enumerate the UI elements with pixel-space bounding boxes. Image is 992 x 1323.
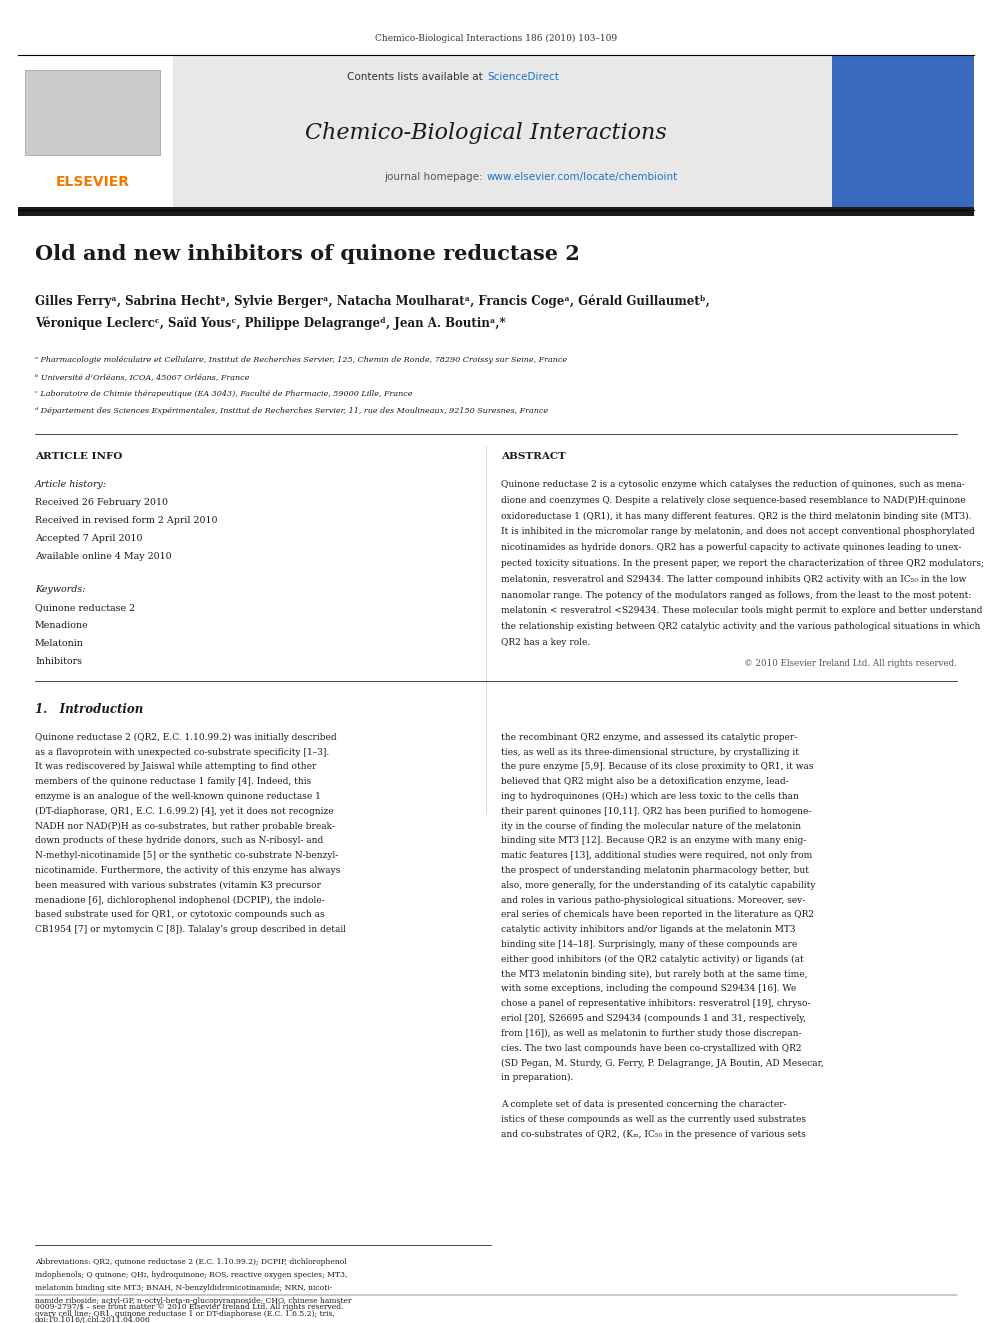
Text: ARTICLE INFO: ARTICLE INFO bbox=[35, 452, 122, 460]
Text: Chemico-Biological Interactions 186 (2010) 103–109: Chemico-Biological Interactions 186 (201… bbox=[375, 33, 617, 42]
Text: the MT3 melatonin binding site), but rarely both at the same time,: the MT3 melatonin binding site), but rar… bbox=[501, 970, 807, 979]
Text: the pure enzyme [5,9]. Because of its close proximity to QR1, it was: the pure enzyme [5,9]. Because of its cl… bbox=[501, 762, 813, 771]
Text: Received 26 February 2010: Received 26 February 2010 bbox=[35, 497, 168, 507]
Text: melatonin, resveratrol and S29434. The latter compound inhibits QR2 activity wit: melatonin, resveratrol and S29434. The l… bbox=[501, 574, 966, 583]
Text: ScienceDirect: ScienceDirect bbox=[487, 71, 558, 82]
Text: ᵇ Université d’Orléans, ICOA, 45067 Orléans, France: ᵇ Université d’Orléans, ICOA, 45067 Orlé… bbox=[35, 373, 249, 381]
Bar bbox=[18, 206, 974, 216]
Text: (SD Pegan, M. Sturdy, G. Ferry, P. Delagrange, JA Boutin, AD Mesecar,: (SD Pegan, M. Sturdy, G. Ferry, P. Delag… bbox=[501, 1058, 824, 1068]
Text: namide riboside; actyl-GP, n-octyl-beta-n-glucopyrannoside; CHO, chinese hamster: namide riboside; actyl-GP, n-octyl-beta-… bbox=[35, 1297, 351, 1304]
Bar bbox=[18, 56, 974, 210]
Text: ing to hydroquinones (QH₂) which are less toxic to the cells than: ing to hydroquinones (QH₂) which are les… bbox=[501, 792, 799, 802]
Text: their parent quinones [10,11]. QR2 has been purified to homogene-: their parent quinones [10,11]. QR2 has b… bbox=[501, 807, 811, 816]
Text: Véronique Leclercᶜ, Saïd Yousᶜ, Philippe Delagrangeᵈ, Jean A. Boutinᵃ,*: Véronique Leclercᶜ, Saïd Yousᶜ, Philippe… bbox=[35, 316, 506, 329]
Text: QR2 has a key role.: QR2 has a key role. bbox=[501, 638, 590, 647]
Text: NADH nor NAD(P)H as co-substrates, but rather probable break-: NADH nor NAD(P)H as co-substrates, but r… bbox=[35, 822, 335, 831]
Text: (DT-diaphorase, QR1, E.C. 1.6.99.2) [4], yet it does not recognize: (DT-diaphorase, QR1, E.C. 1.6.99.2) [4],… bbox=[35, 807, 333, 816]
Text: Quinone reductase 2 (QR2, E.C. 1.10.99.2) was initially described: Quinone reductase 2 (QR2, E.C. 1.10.99.2… bbox=[35, 733, 336, 742]
Text: enzyme is an analogue of the well-known quinone reductase 1: enzyme is an analogue of the well-known … bbox=[35, 792, 320, 800]
Text: and co-substrates of QR2, (Kₘ, IC₅₀ in the presence of various sets: and co-substrates of QR2, (Kₘ, IC₅₀ in t… bbox=[501, 1130, 806, 1139]
Text: Melatonin: Melatonin bbox=[35, 639, 84, 648]
Text: Quinone reductase 2 is a cytosolic enzyme which catalyses the reduction of quino: Quinone reductase 2 is a cytosolic enzym… bbox=[501, 480, 965, 490]
Text: Keywords:: Keywords: bbox=[35, 585, 85, 594]
Text: nicotinamide. Furthermore, the activity of this enzyme has always: nicotinamide. Furthermore, the activity … bbox=[35, 867, 340, 875]
Text: in preparation).: in preparation). bbox=[501, 1073, 573, 1082]
Text: ᵃ Pharmacologie moléculaire et Cellulaire, Institut de Recherches Servier, 125, : ᵃ Pharmacologie moléculaire et Cellulair… bbox=[35, 356, 567, 364]
Text: Old and new inhibitors of quinone reductase 2: Old and new inhibitors of quinone reduct… bbox=[35, 243, 580, 265]
Text: Contents lists available at: Contents lists available at bbox=[347, 71, 486, 82]
Text: ties, as well as its three-dimensional structure, by crystallizing it: ties, as well as its three-dimensional s… bbox=[501, 747, 799, 757]
Text: either good inhibitors (of the QR2 catalytic activity) or ligands (at: either good inhibitors (of the QR2 catal… bbox=[501, 955, 804, 964]
Text: indophenols; Q quinone; QH₂, hydroquinone; ROS, reactive oxygen species; MT3,: indophenols; Q quinone; QH₂, hydroquinon… bbox=[35, 1271, 347, 1279]
Text: ity in the course of finding the molecular nature of the melatonin: ity in the course of finding the molecul… bbox=[501, 822, 802, 831]
Text: www.elsevier.com/locate/chembioint: www.elsevier.com/locate/chembioint bbox=[487, 172, 679, 183]
Text: and roles in various patho-physiological situations. Moreover, sev-: and roles in various patho-physiological… bbox=[501, 896, 806, 905]
Text: believed that QR2 might also be a detoxification enzyme, lead-: believed that QR2 might also be a detoxi… bbox=[501, 777, 789, 786]
Text: members of the quinone reductase 1 family [4]. Indeed, this: members of the quinone reductase 1 famil… bbox=[35, 777, 311, 786]
Text: as a flavoprotein with unexpected co-substrate specificity [1–3].: as a flavoprotein with unexpected co-sub… bbox=[35, 747, 329, 757]
Text: Gilles Ferryᵃ, Sabrina Hechtᵃ, Sylvie Bergerᵃ, Natacha Moulharatᵃ, Francis Cogeᵃ: Gilles Ferryᵃ, Sabrina Hechtᵃ, Sylvie Be… bbox=[35, 294, 709, 307]
Text: ᵈ Département des Sciences Expérimentales, Institut de Recherches Servier, 11, r: ᵈ Département des Sciences Expérimentale… bbox=[35, 407, 549, 415]
Text: nicotinamides as hydride donors. QR2 has a powerful capacity to activate quinone: nicotinamides as hydride donors. QR2 has… bbox=[501, 544, 961, 552]
Text: oxidoreductase 1 (QR1), it has many different features. QR2 is the third melaton: oxidoreductase 1 (QR1), it has many diff… bbox=[501, 512, 971, 521]
Text: matic features [13], additional studies were required, not only from: matic features [13], additional studies … bbox=[501, 851, 812, 860]
Text: Available online 4 May 2010: Available online 4 May 2010 bbox=[35, 552, 172, 561]
Text: the recombinant QR2 enzyme, and assessed its catalytic proper-: the recombinant QR2 enzyme, and assessed… bbox=[501, 733, 798, 742]
Text: based substrate used for QR1, or cytotoxic compounds such as: based substrate used for QR1, or cytotox… bbox=[35, 910, 324, 919]
Text: 1.   Introduction: 1. Introduction bbox=[35, 703, 143, 716]
Text: binding site [14–18]. Surprisingly, many of these compounds are: binding site [14–18]. Surprisingly, many… bbox=[501, 941, 798, 949]
Text: from [16]), as well as melatonin to further study those discrepan-: from [16]), as well as melatonin to furt… bbox=[501, 1029, 802, 1039]
Text: Article history:: Article history: bbox=[35, 480, 107, 490]
Text: the prospect of understanding melatonin pharmacology better, but: the prospect of understanding melatonin … bbox=[501, 867, 809, 875]
Text: 0009-2797/$ – see front matter © 2010 Elsevier Ireland Ltd. All rights reserved.: 0009-2797/$ – see front matter © 2010 El… bbox=[35, 1303, 343, 1311]
Text: menadione [6], dichlorophenol indophenol (DCPIP), the indole-: menadione [6], dichlorophenol indophenol… bbox=[35, 896, 324, 905]
Text: the relationship existing between QR2 catalytic activity and the various patholo: the relationship existing between QR2 ca… bbox=[501, 622, 980, 631]
Text: binding site MT3 [12]. Because QR2 is an enzyme with many enig-: binding site MT3 [12]. Because QR2 is an… bbox=[501, 836, 806, 845]
Bar bbox=[18, 56, 173, 210]
Text: journal homepage:: journal homepage: bbox=[384, 172, 486, 183]
Text: Accepted 7 April 2010: Accepted 7 April 2010 bbox=[35, 534, 143, 542]
Text: Menadione: Menadione bbox=[35, 620, 88, 630]
Text: melatonin < resveratrol <S29434. These molecular tools might permit to explore a: melatonin < resveratrol <S29434. These m… bbox=[501, 606, 982, 615]
Text: pected toxicity situations. In the present paper, we report the characterization: pected toxicity situations. In the prese… bbox=[501, 560, 984, 568]
Text: Quinone reductase 2: Quinone reductase 2 bbox=[35, 603, 135, 613]
Text: with some exceptions, including the compound S29434 [16]. We: with some exceptions, including the comp… bbox=[501, 984, 797, 994]
Text: It was rediscovered by Jaiswal while attempting to find other: It was rediscovered by Jaiswal while att… bbox=[35, 762, 316, 771]
Text: ABSTRACT: ABSTRACT bbox=[501, 452, 565, 460]
Text: eral series of chemicals have been reported in the literature as QR2: eral series of chemicals have been repor… bbox=[501, 910, 814, 919]
Text: ovary cell line; QR1, quinone reductase 1 or DT-diaphorase (E.C. 1.6.5.2); tris,: ovary cell line; QR1, quinone reductase … bbox=[35, 1310, 334, 1318]
Text: Abbreviations: QR2, quinone reductase 2 (E.C. 1.10.99.2); DCPIP, dichlorophenol: Abbreviations: QR2, quinone reductase 2 … bbox=[35, 1258, 346, 1266]
Text: also, more generally, for the understanding of its catalytic capability: also, more generally, for the understand… bbox=[501, 881, 815, 890]
Bar bbox=[25, 70, 160, 155]
Bar bbox=[832, 56, 974, 210]
Text: N-methyl-nicotinamide [5] or the synthetic co-substrate N-benzyl-: N-methyl-nicotinamide [5] or the synthet… bbox=[35, 851, 338, 860]
Text: been measured with various substrates (vitamin K3 precursor: been measured with various substrates (v… bbox=[35, 881, 321, 890]
Text: eriol [20], S26695 and S29434 (compounds 1 and 31, respectively,: eriol [20], S26695 and S29434 (compounds… bbox=[501, 1013, 806, 1023]
Text: catalytic activity inhibitors and/or ligands at the melatonin MT3: catalytic activity inhibitors and/or lig… bbox=[501, 925, 796, 934]
Text: melatonin binding site MT3; BNAH, N-benzyldidronicotinamide; NRN, nicoti-: melatonin binding site MT3; BNAH, N-benz… bbox=[35, 1285, 332, 1293]
Text: ELSEVIER: ELSEVIER bbox=[56, 175, 130, 189]
Text: Inhibitors: Inhibitors bbox=[35, 658, 82, 665]
Text: dione and coenzymes Q. Despite a relatively close sequence-based resemblance to : dione and coenzymes Q. Despite a relativ… bbox=[501, 496, 966, 505]
Text: istics of these compounds as well as the currently used substrates: istics of these compounds as well as the… bbox=[501, 1115, 806, 1123]
Text: down products of these hydride donors, such as N-ribosyl- and: down products of these hydride donors, s… bbox=[35, 836, 323, 845]
Text: A complete set of data is presented concerning the character-: A complete set of data is presented conc… bbox=[501, 1099, 787, 1109]
Text: CB1954 [7] or mytomycin C [8]). Talalay’s group described in detail: CB1954 [7] or mytomycin C [8]). Talalay’… bbox=[35, 925, 346, 934]
Text: Chemico-Biological Interactions: Chemico-Biological Interactions bbox=[306, 122, 667, 144]
Text: chose a panel of representative inhibitors: resveratrol [19], chryso-: chose a panel of representative inhibito… bbox=[501, 999, 810, 1008]
Text: nanomolar range. The potency of the modulators ranged as follows, from the least: nanomolar range. The potency of the modu… bbox=[501, 590, 971, 599]
Text: cies. The two last compounds have been co-crystallized with QR2: cies. The two last compounds have been c… bbox=[501, 1044, 802, 1053]
Text: © 2010 Elsevier Ireland Ltd. All rights reserved.: © 2010 Elsevier Ireland Ltd. All rights … bbox=[744, 659, 957, 668]
Text: ᶜ Laboratoire de Chimie thérapeutique (EA 3043), Faculté de Pharmacie, 59000 Lil: ᶜ Laboratoire de Chimie thérapeutique (E… bbox=[35, 390, 413, 398]
Text: doi:10.1016/j.cbi.2011.04.006: doi:10.1016/j.cbi.2011.04.006 bbox=[35, 1316, 151, 1323]
Text: It is inhibited in the micromolar range by melatonin, and does not accept conven: It is inhibited in the micromolar range … bbox=[501, 528, 975, 536]
Text: Received in revised form 2 April 2010: Received in revised form 2 April 2010 bbox=[35, 516, 217, 525]
